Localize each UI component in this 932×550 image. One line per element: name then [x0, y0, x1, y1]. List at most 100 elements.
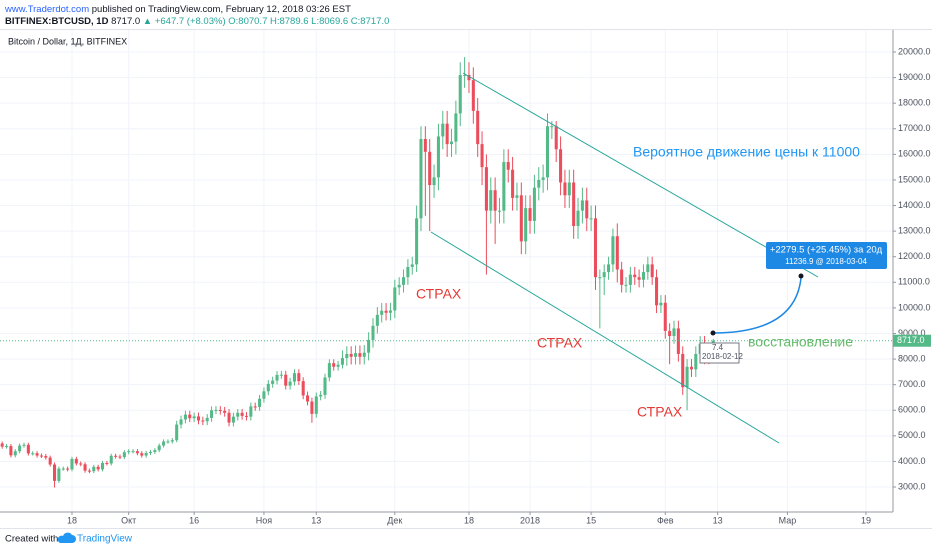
candle-body	[349, 353, 353, 357]
candle-body	[480, 144, 484, 168]
brand[interactable]: TradingView	[77, 534, 133, 545]
candle-body	[131, 451, 135, 453]
candle-body	[585, 200, 589, 219]
candle-body	[118, 456, 122, 458]
price-axis	[893, 30, 932, 527]
candle-body	[371, 325, 375, 340]
cursor-date: 2018-02-12	[702, 352, 743, 361]
candle-body	[271, 380, 275, 384]
candle-body	[689, 366, 693, 370]
candle-body	[218, 410, 222, 412]
candle-body	[358, 353, 362, 357]
y-tick-label: 9000.0	[898, 328, 926, 338]
candle-body	[249, 406, 253, 417]
candle-body	[415, 218, 419, 265]
candle-body	[22, 444, 26, 446]
y-tick-label: 13000.0	[898, 226, 931, 236]
candle-body	[188, 414, 192, 419]
logo-icon	[57, 532, 76, 543]
candle-body	[288, 381, 292, 386]
candle-body	[615, 236, 619, 270]
projection-change: +2279.5 (+25.45%) за 20д	[770, 245, 883, 256]
candle-body	[646, 264, 650, 273]
candle-body	[467, 75, 471, 81]
candle-body	[362, 352, 366, 357]
candle-body	[419, 139, 423, 219]
x-tick-label: 13	[311, 515, 321, 525]
candle-body	[205, 417, 209, 422]
candle-body	[61, 468, 65, 470]
x-tick-label: 2018	[520, 515, 540, 525]
candle-body	[31, 453, 35, 455]
candle-body	[593, 218, 598, 278]
candle-body	[35, 453, 39, 456]
candle-body	[336, 364, 340, 367]
candle-body	[641, 272, 645, 280]
candle-body	[231, 416, 235, 423]
candle-body	[166, 441, 170, 443]
candle-body	[524, 208, 528, 242]
candle-body	[301, 381, 305, 396]
candle-body	[236, 412, 240, 417]
projection-end	[798, 273, 804, 279]
candle-body	[319, 394, 323, 397]
candle-body	[402, 277, 406, 285]
candle-body	[292, 373, 296, 382]
candle-body	[9, 446, 13, 456]
x-tick-label: Мар	[779, 515, 797, 525]
y-tick-label: 15000.0	[898, 174, 931, 184]
candle-body	[410, 264, 414, 267]
candle-body	[559, 149, 563, 183]
candle-body	[100, 462, 105, 470]
candle-body	[393, 287, 397, 311]
candle-body	[275, 374, 279, 381]
last-price-tag	[893, 334, 931, 347]
candle-body	[105, 462, 109, 464]
price: 8717.0	[111, 16, 140, 27]
candle-body	[83, 464, 87, 471]
candle-body	[406, 266, 410, 278]
candle-body	[162, 441, 166, 446]
change: ▲ +647.7 (+8.03%)	[143, 16, 226, 27]
candle-body	[545, 126, 550, 178]
candle-body	[554, 126, 558, 150]
candle-body	[148, 451, 153, 453]
x-tick-label: Фев	[657, 515, 674, 525]
candle-body	[127, 451, 131, 453]
candle-body	[39, 455, 43, 457]
candle-body	[602, 272, 606, 278]
candle-body	[310, 401, 314, 414]
last-price-label: 8717.0	[897, 335, 925, 345]
candle-body	[598, 277, 602, 279]
candle-body	[567, 182, 571, 196]
candle-body	[441, 123, 445, 137]
candle-body	[484, 167, 488, 211]
fear-label: СТРАХ	[637, 404, 683, 420]
candle-body	[284, 374, 288, 386]
symbol-line: BITFINEX:BTCUSD, 1D 8717.0 ▲ +647.7 (+8.…	[5, 16, 389, 27]
candle-body	[153, 450, 157, 452]
candle-body	[375, 314, 379, 326]
y-tick-label: 5000.0	[898, 430, 926, 440]
candle-body	[183, 414, 187, 420]
candle-body	[135, 451, 139, 454]
candle-body	[655, 277, 659, 306]
candle-body	[489, 190, 493, 211]
trend-line-upper	[462, 72, 819, 278]
candle-body	[66, 468, 70, 470]
candle-body	[576, 210, 580, 227]
candle-body	[70, 458, 74, 470]
recovery-label: восстановление	[748, 334, 853, 350]
candle-body	[240, 412, 244, 416]
symbol: BITFINEX:BTCUSD, 1D	[5, 16, 109, 27]
candle-body	[681, 353, 685, 388]
candle-body	[279, 374, 283, 376]
site-link[interactable]: www.Traderdot.com	[4, 4, 89, 15]
x-tick-label: Ноя	[256, 515, 273, 525]
candle-body	[144, 452, 148, 456]
candle-body	[192, 416, 196, 419]
candle-body	[471, 80, 475, 111]
header-line: www.Traderdot.com published on TradingVi…	[4, 4, 351, 15]
candle-body	[74, 458, 78, 464]
